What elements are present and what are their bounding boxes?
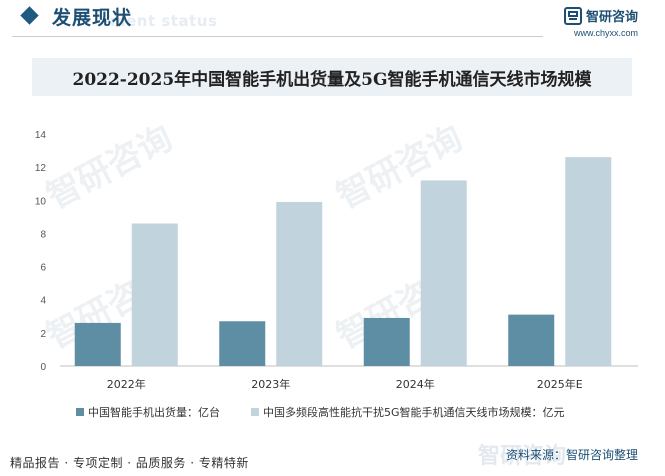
y-tick-label: 2 [40, 329, 46, 340]
y-tick-label: 8 [40, 229, 46, 240]
bar-shipments [363, 317, 410, 366]
legend-label-antenna-market: 中国多频段高性能抗干扰5G智能手机通信天线市场规模：亿元 [263, 406, 565, 419]
legend-item-shipments: 中国智能手机出货量：亿台 [76, 402, 220, 422]
data-source: 资料来源：智研咨询整理 [506, 448, 639, 462]
bar-antenna-market [276, 201, 323, 366]
footer-slogan: 精品报告 · 专项定制 · 品质服务 · 专精特新 [10, 456, 249, 470]
footer-watermark-logo: 智研咨询 [478, 444, 567, 469]
y-tick-label: 0 [40, 362, 46, 373]
footer: 精品报告 · 专项定制 · 品质服务 · 专精特新 智研咨询 资料来源：智研咨询… [0, 444, 665, 476]
chart-title: 2022-2025年中国智能手机出货量及5G智能手机通信天线市场规模 [72, 70, 592, 90]
brand: 智研咨询 www.chyxx.com [564, 6, 660, 42]
y-tick-label: 4 [40, 296, 46, 307]
legend-label-shipments: 中国智能手机出货量：亿台 [88, 406, 220, 419]
legend-item-antenna-market: 中国多频段高性能抗干扰5G智能手机通信天线市场规模：亿元 [251, 402, 565, 422]
bar-antenna-market [565, 157, 612, 366]
y-tick-label: 14 [35, 130, 47, 141]
bar-antenna-market [420, 180, 467, 366]
bar-shipments [219, 321, 266, 366]
legend-swatch-shipments [76, 408, 84, 416]
section-subtitle: ment status [110, 12, 218, 30]
y-tick-label: 10 [35, 196, 47, 207]
brand-url: www.chyxx.com [574, 28, 639, 38]
x-tick-label: 2022年 [107, 377, 146, 391]
y-tick-label: 12 [35, 163, 47, 174]
diamond-icon [20, 6, 39, 25]
bar-chart: 0 2 4 6 8 10 12 14 2022年 2023年 2024年 2025年E [35, 130, 638, 391]
header-divider [12, 36, 543, 37]
bar-shipments [508, 314, 555, 366]
brand-logo-icon [564, 7, 582, 25]
x-tick-label: 2025年E [537, 377, 583, 391]
legend-swatch-antenna-market [251, 408, 259, 416]
brand-name: 智研咨询 [586, 10, 639, 25]
header: ment status 发展现状 智研咨询 www.chyxx.com [0, 0, 665, 44]
y-tick-label: 6 [40, 263, 46, 274]
chart-title-band: 2022-2025年中国智能手机出货量及5G智能手机通信天线市场规模 [32, 58, 632, 96]
legend: 中国智能手机出货量：亿台 中国多频段高性能抗干扰5G智能手机通信天线市场规模：亿… [0, 402, 665, 422]
section-title: 发展现状 [52, 7, 133, 29]
x-tick-label: 2023年 [251, 377, 290, 391]
bar-shipments [74, 322, 121, 366]
x-tick-label: 2024年 [396, 377, 435, 391]
bar-antenna-market [131, 223, 178, 366]
